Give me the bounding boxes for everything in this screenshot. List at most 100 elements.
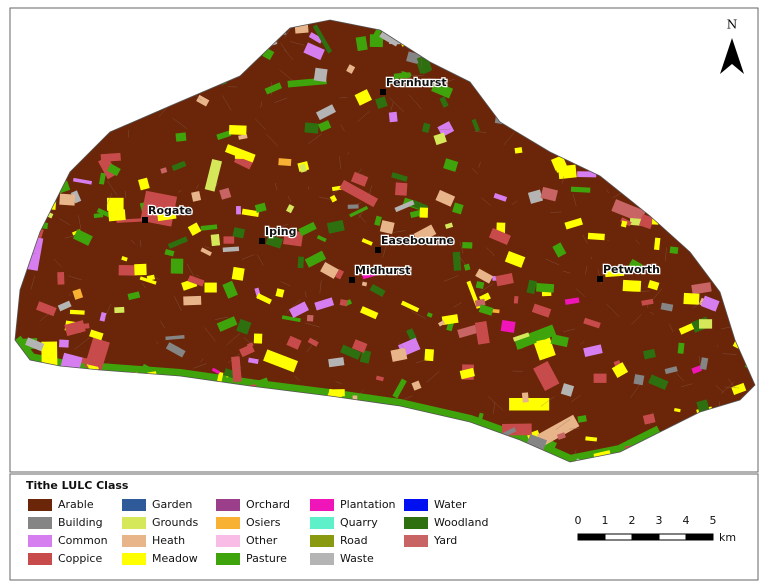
legend-label: Meadow (152, 552, 198, 565)
parcel (700, 295, 720, 312)
boundary (332, 188, 341, 194)
parcel (475, 281, 485, 290)
parcel (426, 312, 433, 318)
boundary (195, 95, 202, 101)
boundary (355, 173, 364, 181)
parcel (392, 378, 407, 399)
scale-segment (604, 533, 633, 541)
parcel (620, 220, 628, 228)
boundary (408, 94, 422, 110)
boundary (541, 373, 547, 377)
parcel (526, 279, 538, 295)
boundary (562, 270, 571, 274)
parcel (406, 328, 417, 342)
parcel (165, 335, 185, 341)
legend-label: Common (58, 534, 108, 547)
parcel (474, 321, 490, 345)
boundary (715, 385, 724, 393)
parcel (513, 295, 519, 304)
boundary (357, 389, 365, 397)
parcel (69, 309, 85, 315)
legend-swatch (404, 535, 428, 547)
parcel (677, 342, 685, 354)
boundary (106, 192, 113, 206)
parcel (64, 320, 86, 337)
legend-label: Orchard (246, 498, 290, 511)
arable-base (15, 20, 755, 462)
parcel (471, 118, 480, 132)
boundary (680, 383, 693, 388)
boundary (319, 196, 334, 201)
parcel (170, 258, 184, 274)
scale-segment (685, 533, 714, 541)
legend-swatch (122, 553, 146, 565)
boundary (173, 296, 182, 311)
parcel (107, 197, 124, 211)
parcel (278, 158, 292, 167)
place-marker (597, 276, 603, 282)
parcel (504, 250, 526, 268)
parcel (500, 319, 516, 333)
parcel (437, 121, 455, 137)
boundary (606, 303, 620, 318)
parcel (253, 333, 263, 344)
parcel (495, 273, 514, 287)
boundary (339, 156, 341, 169)
boundary (570, 395, 581, 403)
parcel (435, 189, 456, 207)
parcel (443, 158, 459, 172)
legend-swatch (28, 535, 52, 547)
parcel (369, 283, 386, 298)
parcel (236, 206, 241, 215)
parcel (350, 171, 369, 187)
parcel (200, 224, 218, 231)
parcel (642, 413, 656, 425)
boundary (488, 396, 504, 411)
place-marker (142, 217, 148, 223)
boundary (639, 290, 650, 292)
parcel (216, 316, 238, 332)
parcel (106, 163, 121, 177)
boundary (503, 130, 517, 146)
scale-tick-label: 4 (683, 514, 690, 527)
scale-tick-label: 5 (710, 514, 717, 527)
parcel (304, 122, 319, 134)
legend-swatch (310, 499, 334, 511)
parcel (263, 349, 299, 373)
parcel (329, 389, 345, 397)
parcel (433, 132, 447, 146)
parcel (114, 306, 125, 314)
parcel (478, 304, 494, 316)
parcel (416, 59, 433, 74)
parcel (359, 306, 379, 320)
boundary (382, 243, 388, 258)
parcel (340, 344, 362, 360)
boundary (631, 314, 642, 325)
parcel (304, 250, 327, 268)
parcel (394, 182, 408, 196)
boundary (283, 48, 294, 61)
parcel (346, 64, 356, 74)
boundary (289, 41, 305, 46)
legend-swatch (28, 553, 52, 565)
parcel (556, 432, 566, 440)
boundary (391, 398, 396, 402)
parcel (379, 220, 395, 235)
parcel (232, 227, 246, 239)
place-label: Rogate (148, 204, 192, 217)
boundary (722, 353, 737, 355)
parcel (93, 212, 104, 219)
parcel (462, 242, 473, 249)
boundary (446, 78, 455, 82)
parcel (699, 357, 709, 370)
boundary (200, 358, 204, 363)
parcel (439, 96, 449, 108)
boundary (692, 301, 703, 309)
parcel (219, 187, 232, 200)
parcel (355, 36, 368, 52)
parcel (560, 383, 575, 397)
boundary (358, 207, 365, 219)
parcel (474, 298, 486, 307)
